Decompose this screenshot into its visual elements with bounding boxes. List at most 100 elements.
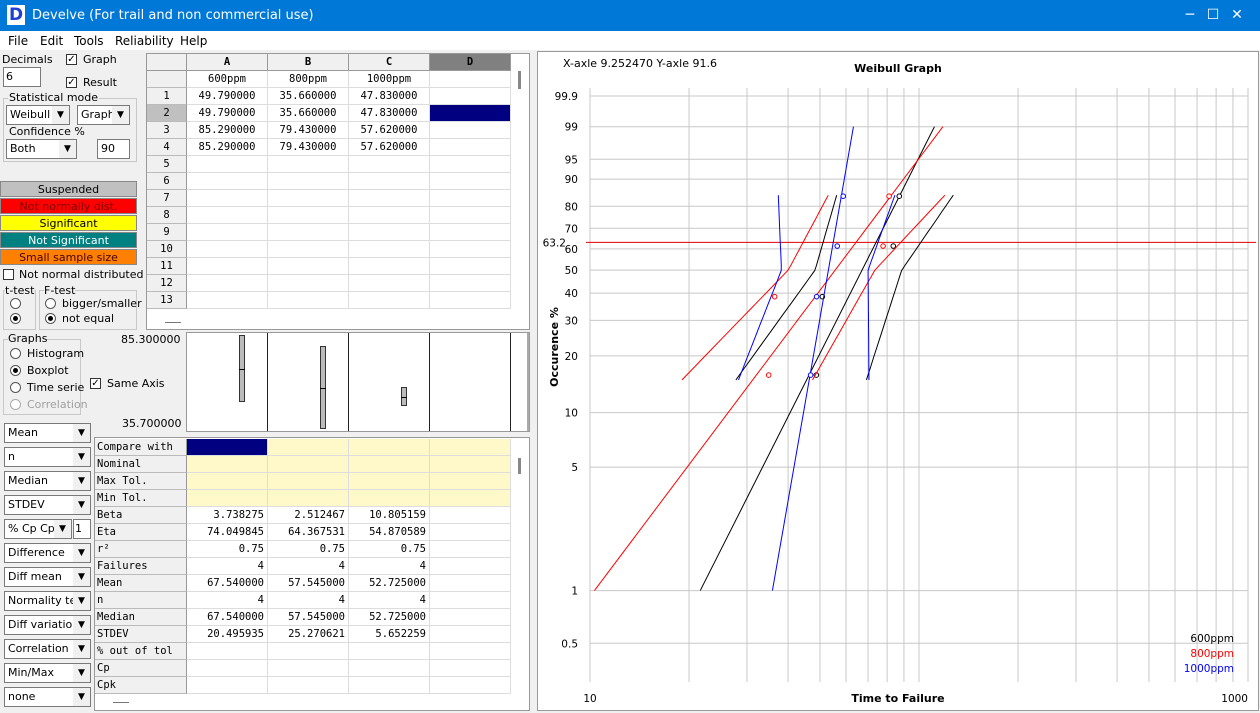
stat-cell[interactable] <box>430 626 511 643</box>
stat-cell[interactable]: 74.049845 <box>187 524 268 541</box>
stat-cell[interactable] <box>187 677 268 694</box>
menu-help[interactable]: Help <box>180 34 208 48</box>
stat-cell[interactable] <box>268 473 349 490</box>
stat-cell[interactable]: 57.545000 <box>268 575 349 592</box>
stat-cell[interactable] <box>349 643 430 660</box>
stat-cell[interactable] <box>268 490 349 507</box>
column-header-C[interactable]: C <box>349 54 430 71</box>
data-cell[interactable] <box>268 156 349 173</box>
data-cell[interactable]: 35.660000 <box>268 105 349 122</box>
data-cell[interactable] <box>430 173 511 190</box>
stat-select-0[interactable]: Mean ▼ <box>4 423 91 443</box>
data-cell[interactable]: 57.620000 <box>349 139 430 156</box>
stats-grid[interactable]: Compare with Nominal Max Tol. Min Tol. Beta 3… <box>94 437 530 711</box>
data-cell[interactable] <box>349 207 430 224</box>
row-header[interactable]: 6 <box>147 173 187 190</box>
stat-cell[interactable] <box>349 490 430 507</box>
stat-cell[interactable] <box>268 677 349 694</box>
stat-cell[interactable]: 2.512467 <box>268 507 349 524</box>
stat-cell[interactable] <box>430 439 511 456</box>
stat-cell[interactable] <box>268 660 349 677</box>
row-header[interactable]: 7 <box>147 190 187 207</box>
stat-cell[interactable]: 4 <box>268 592 349 609</box>
stat-cell[interactable] <box>349 677 430 694</box>
data-cell[interactable] <box>187 292 268 309</box>
ttest-option-1[interactable] <box>10 298 21 309</box>
stat-select-8[interactable]: Diff variation ▼ <box>4 615 91 635</box>
stat-cell[interactable]: 4 <box>268 558 349 575</box>
data-cell[interactable]: 47.830000 <box>349 88 430 105</box>
data-cell[interactable]: 47.830000 <box>349 105 430 122</box>
stat-cell[interactable] <box>430 473 511 490</box>
data-cell[interactable]: 35.660000 <box>268 88 349 105</box>
same-axis-checkbox[interactable]: ✓ <box>90 378 101 389</box>
column-name-cell[interactable]: 800ppm <box>268 71 349 88</box>
data-cell[interactable] <box>349 275 430 292</box>
data-cell[interactable] <box>268 258 349 275</box>
stat-cell[interactable]: 67.540000 <box>187 575 268 592</box>
stat-cell[interactable] <box>268 456 349 473</box>
row-header[interactable]: 2 <box>147 105 187 122</box>
column-header-D[interactable]: D <box>430 54 511 71</box>
stat-cell[interactable] <box>430 524 511 541</box>
data-cell[interactable]: 85.290000 <box>187 139 268 156</box>
data-cell[interactable] <box>430 275 511 292</box>
data-cell[interactable] <box>187 275 268 292</box>
boxplot-scrollbar[interactable] <box>527 333 529 431</box>
stat-cell[interactable] <box>187 473 268 490</box>
data-cell[interactable] <box>349 190 430 207</box>
maximize-button[interactable]: ☐ <box>1206 7 1220 23</box>
stats-hscroll[interactable] <box>113 702 129 703</box>
data-cell[interactable]: 79.430000 <box>268 122 349 139</box>
time-serie-radio[interactable] <box>10 382 21 393</box>
stat-cell[interactable] <box>430 541 511 558</box>
data-cell[interactable] <box>268 292 349 309</box>
stat-cell[interactable] <box>430 490 511 507</box>
column-name-cell[interactable] <box>430 71 511 88</box>
stat-cell[interactable]: 0.75 <box>349 541 430 558</box>
stat-cell[interactable] <box>430 456 511 473</box>
data-cell[interactable] <box>349 173 430 190</box>
stat-cell[interactable]: 54.870589 <box>349 524 430 541</box>
distribution-select[interactable]: Weibull ▼ <box>6 105 70 125</box>
stats-scrollbar[interactable] <box>518 458 521 474</box>
data-cell[interactable] <box>430 224 511 241</box>
data-cell[interactable] <box>187 224 268 241</box>
column-header-B[interactable]: B <box>268 54 349 71</box>
data-cell[interactable] <box>268 224 349 241</box>
stat-cell[interactable]: 4 <box>187 558 268 575</box>
not-normal-checkbox[interactable] <box>3 269 14 280</box>
stat-select-2[interactable]: Median ▼ <box>4 471 91 491</box>
data-cell[interactable] <box>430 258 511 275</box>
data-cell[interactable] <box>187 156 268 173</box>
data-cell[interactable]: 57.620000 <box>349 122 430 139</box>
stat-cell[interactable] <box>349 456 430 473</box>
data-cell[interactable] <box>187 173 268 190</box>
stat-select-9[interactable]: Correlation ▼ <box>4 639 91 659</box>
ftest-bigger-radio[interactable] <box>45 298 56 309</box>
row-header[interactable]: 9 <box>147 224 187 241</box>
data-cell[interactable] <box>349 224 430 241</box>
data-cell[interactable] <box>187 207 268 224</box>
close-button[interactable]: ✕ <box>1231 7 1243 23</box>
stat-cell[interactable]: 4 <box>349 592 430 609</box>
stat-cell[interactable]: 0.75 <box>268 541 349 558</box>
decimals-input[interactable]: 6 <box>3 67 41 87</box>
column-name-cell[interactable]: 600ppm <box>187 71 268 88</box>
stat-select-5[interactable]: Difference ▼ <box>4 543 91 563</box>
menu-tools[interactable]: Tools <box>74 34 104 48</box>
data-grid[interactable]: A B C D 600ppm 800ppm 1000ppm 1 49.790000 35.6600… <box>146 53 530 330</box>
stat-cell[interactable]: 5.652259 <box>349 626 430 643</box>
stat-cell[interactable]: 3.738275 <box>187 507 268 524</box>
stat-cell[interactable]: 64.367531 <box>268 524 349 541</box>
row-header[interactable]: 1 <box>147 88 187 105</box>
stat-select-10[interactable]: Min/Max ▼ <box>4 663 91 683</box>
ttest-option-2[interactable] <box>10 313 21 324</box>
row-header[interactable]: 4 <box>147 139 187 156</box>
grid-hscroll[interactable] <box>165 322 181 323</box>
row-header[interactable]: 10 <box>147 241 187 258</box>
boxplot-radio[interactable] <box>10 365 21 376</box>
stat-cell[interactable] <box>268 439 349 456</box>
stat-cell[interactable]: 20.495935 <box>187 626 268 643</box>
stat-cell[interactable]: 25.270621 <box>268 626 349 643</box>
